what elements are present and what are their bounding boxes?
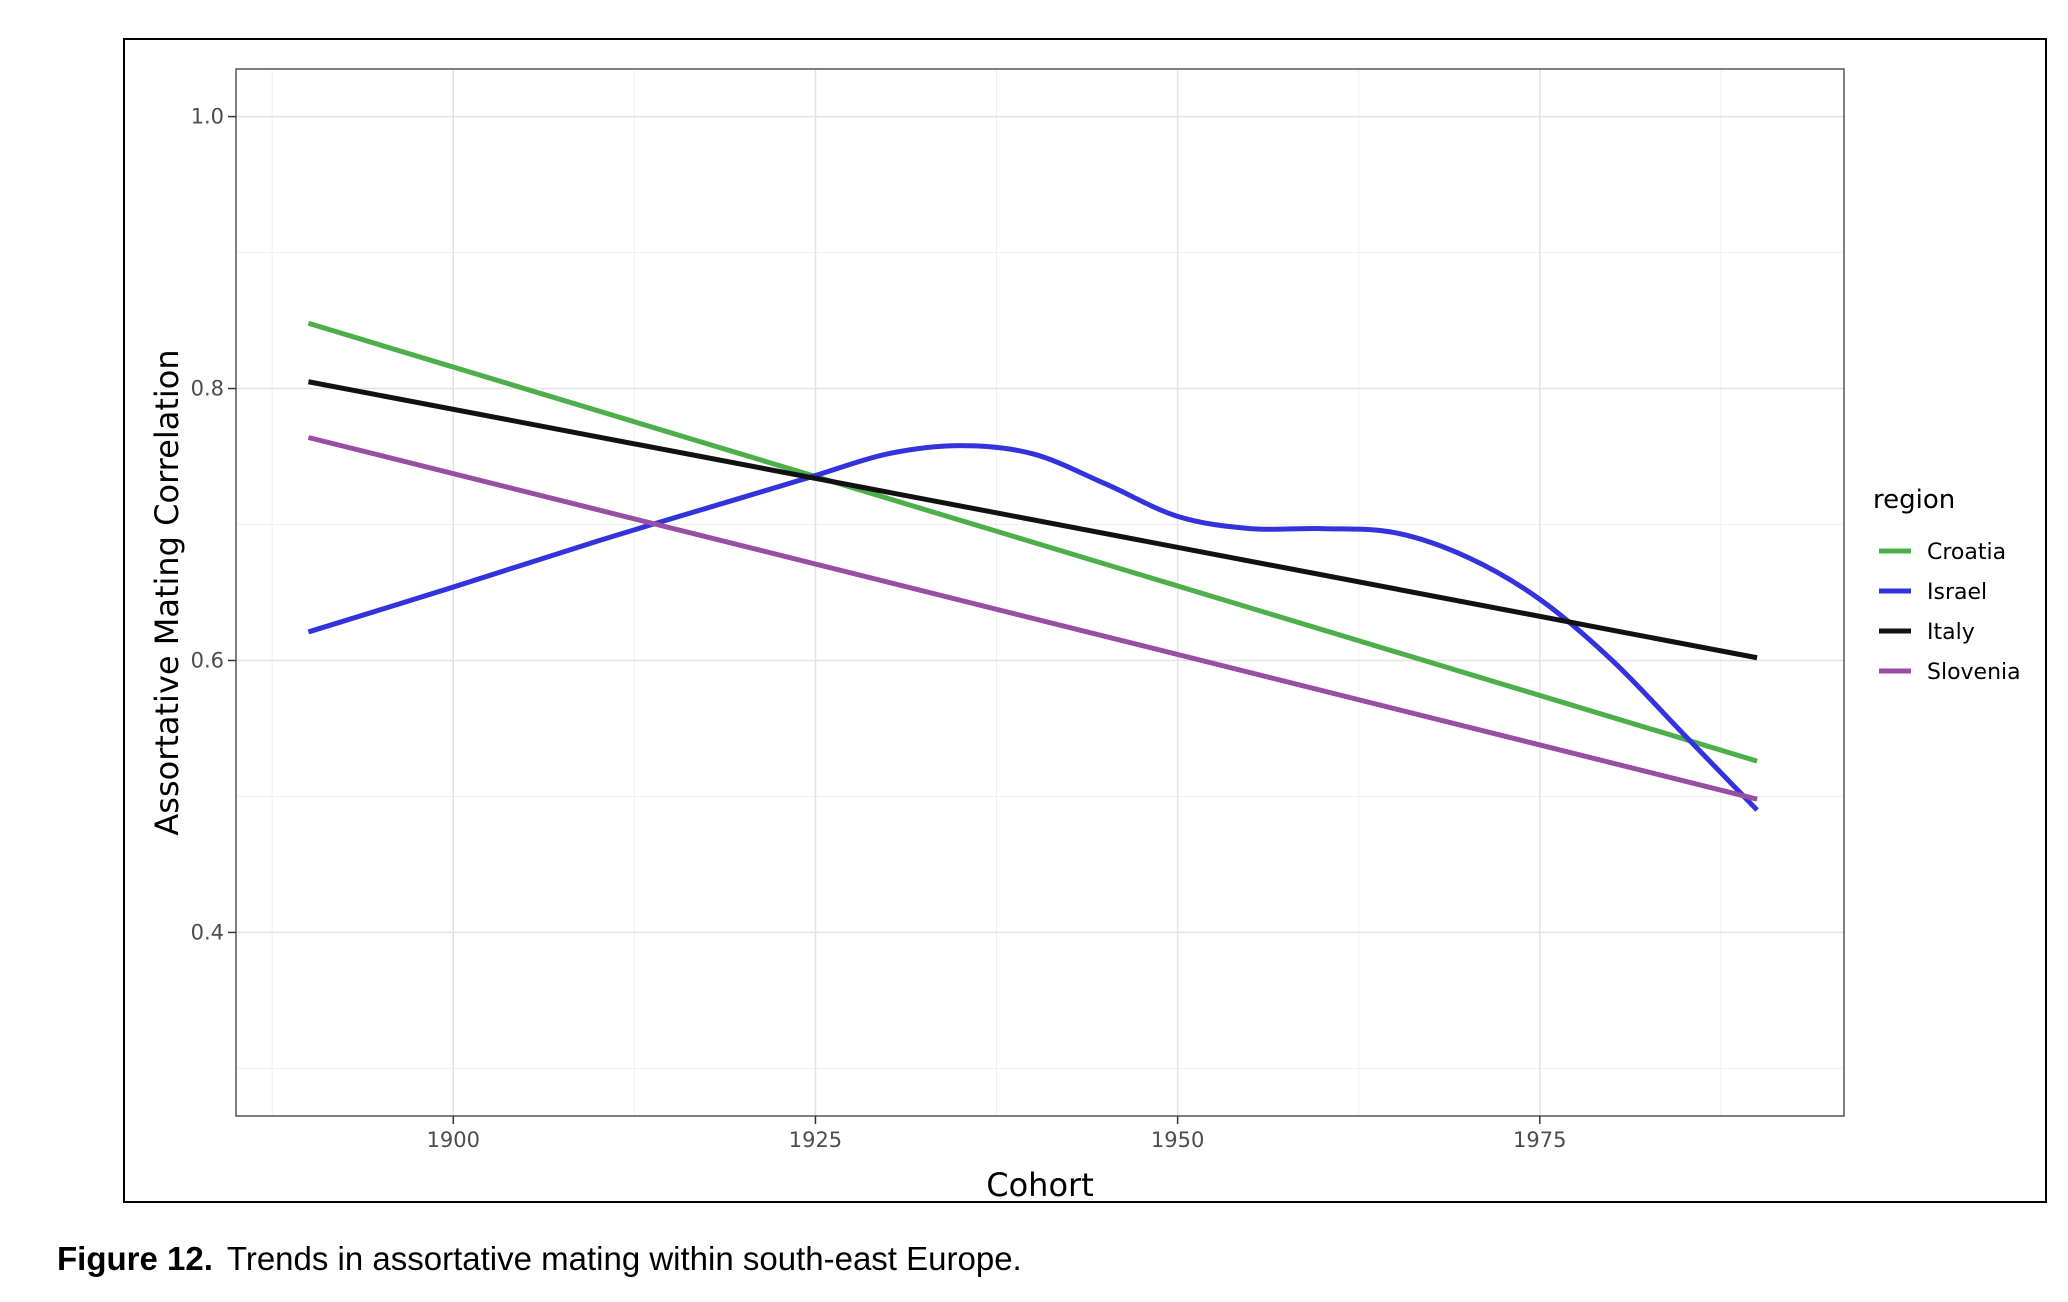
caption-text: Trends in assortative mating within sout… [226, 1240, 1022, 1277]
legend: region Croatia Israel Italy Slovenia [1873, 485, 2021, 685]
x-tick-label: 1950 [1151, 1128, 1204, 1152]
plot-panel [235, 68, 1845, 1117]
y-tick-label: 0.8 [191, 377, 224, 401]
series-layer [307, 320, 1759, 812]
x-tick-label: 1975 [1513, 1128, 1566, 1152]
x-tick-label: 1925 [789, 1128, 842, 1152]
legend-label-italy: Italy [1927, 620, 1975, 645]
tick-layer: 1900 1925 1950 1975 0.4 0.6 0.8 1.0 [191, 105, 1567, 1152]
y-tick-label: 0.6 [191, 648, 224, 672]
x-axis-title: Cohort [986, 1166, 1093, 1204]
series-line-israel [307, 443, 1759, 812]
legend-title: region [1873, 485, 1955, 515]
caption-label: Figure 12. [57, 1240, 213, 1277]
y-tick-label: 1.0 [191, 105, 224, 129]
series-line-slovenia [307, 435, 1758, 802]
legend-label-israel: Israel [1927, 580, 1987, 605]
legend-label-croatia: Croatia [1927, 540, 2006, 565]
figure-caption: Figure 12. Trends in assortative mating w… [57, 1240, 1022, 1278]
legend-label-slovenia: Slovenia [1927, 660, 2021, 685]
y-axis-title: Assortative Mating Correlation [148, 349, 186, 835]
figure-frame [123, 38, 2047, 1203]
series-line-italy [307, 379, 1758, 661]
grid-layer [236, 69, 1844, 1116]
x-tick-label: 1900 [427, 1128, 480, 1152]
series-line-croatia [307, 320, 1758, 764]
y-tick-label: 0.4 [191, 920, 224, 944]
